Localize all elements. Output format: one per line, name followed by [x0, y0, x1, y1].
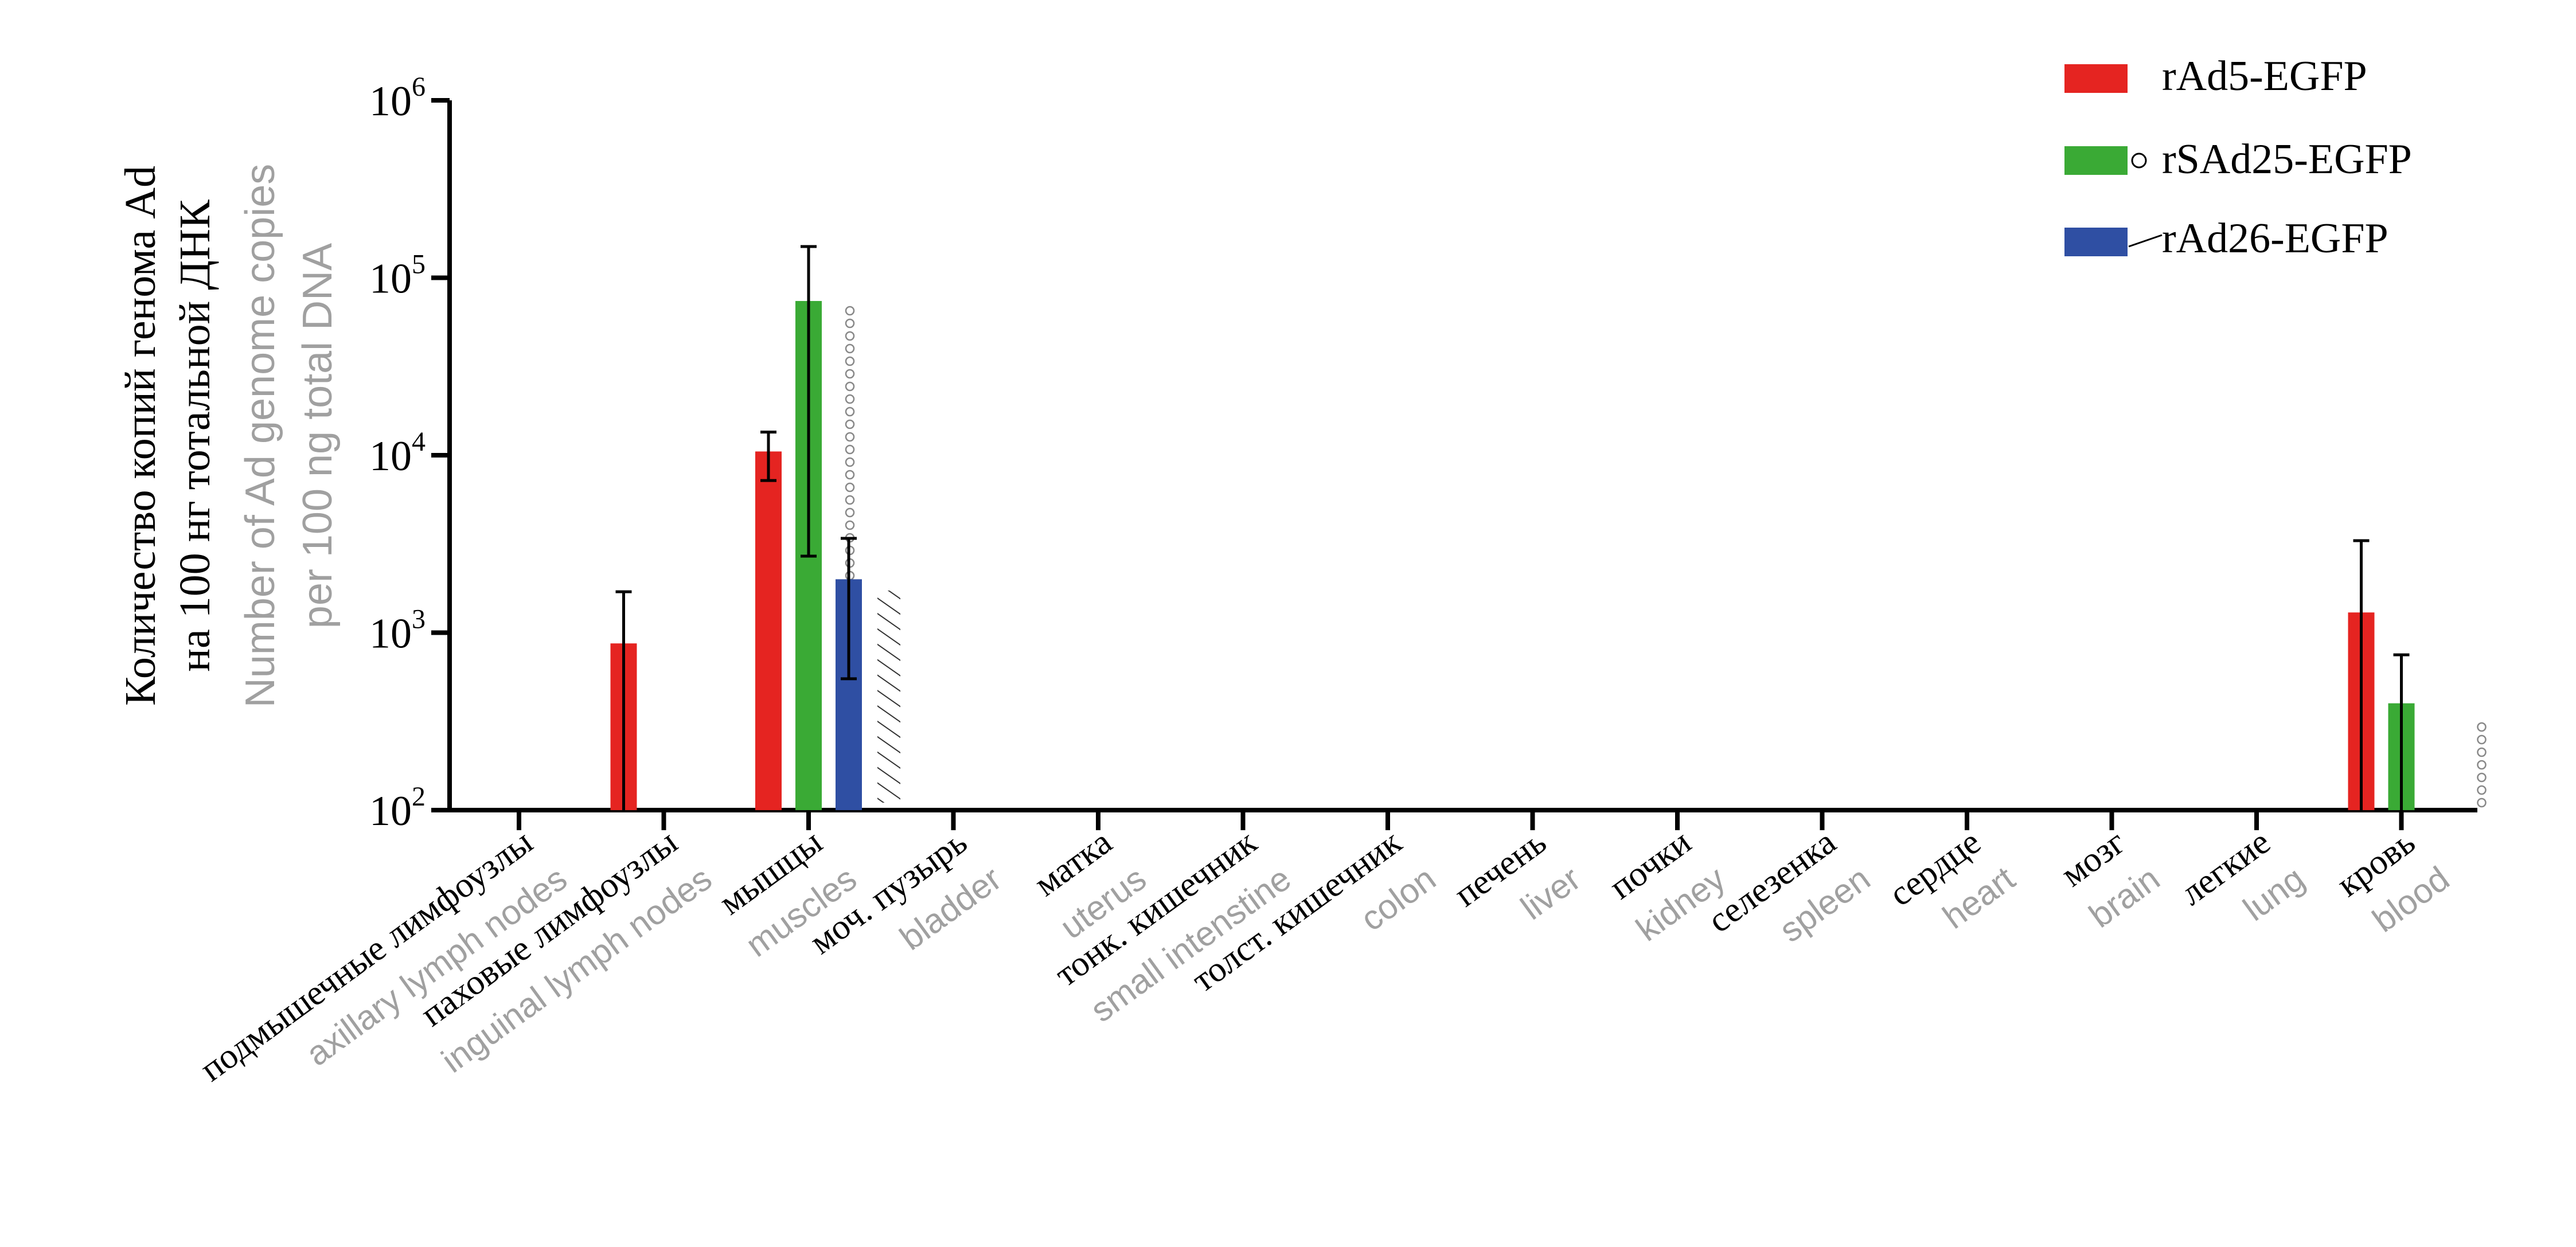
data-point-circle — [2477, 734, 2487, 745]
legend-swatch-rad26 — [2064, 228, 2128, 256]
data-point-circle — [845, 318, 855, 329]
data-point-markers — [845, 306, 2487, 808]
y-tick-label: 103 — [369, 604, 426, 658]
data-point-circle — [845, 356, 855, 366]
data-point-circle — [845, 520, 855, 530]
legend-swatch-rsad25 — [2064, 146, 2128, 175]
y-axis-label: Количество копий генома Ad на 100 нг тот… — [116, 164, 341, 708]
data-point-circle — [845, 432, 855, 442]
y-tick-exponent: 2 — [412, 781, 426, 812]
data-point-circle — [2477, 798, 2487, 808]
data-point-circle — [845, 482, 855, 492]
legend-label-rad5: rAd5-EGFP — [2162, 53, 2367, 100]
data-point-circle — [845, 331, 855, 341]
y-tick-base: 10 — [369, 256, 412, 303]
y-tick-label: 105 — [369, 249, 426, 303]
y-tick-exponent: 3 — [412, 604, 426, 635]
data-point-circle — [845, 495, 855, 505]
data-point-circle — [845, 444, 855, 455]
y-label-ru-line2: на 100 нг тотальной ДНК — [171, 200, 219, 672]
y-tick-label: 102 — [369, 781, 426, 835]
x-ticks — [517, 810, 2404, 830]
y-label-ru-line1: Количество копий генома Ad — [116, 166, 165, 706]
data-point-circle — [845, 406, 855, 417]
y-tick-exponent: 4 — [412, 427, 426, 457]
data-point-circle — [2477, 760, 2487, 770]
data-point-circle — [845, 381, 855, 392]
legend-label-rad26: rAd26-EGFP — [2162, 215, 2388, 262]
y-tick-exponent: 5 — [412, 249, 426, 280]
y-tick-base: 10 — [369, 433, 412, 480]
y-tick-base: 10 — [369, 611, 412, 658]
error-bars — [615, 245, 2410, 810]
legend-marker-circle — [2131, 153, 2147, 169]
data-point-circle — [845, 419, 855, 429]
data-point-circle — [2477, 747, 2487, 757]
legend-marker-line — [2128, 234, 2163, 248]
data-point-circle — [845, 369, 855, 379]
y-tick-base: 10 — [369, 78, 412, 125]
data-point-circle — [845, 470, 855, 480]
y-tick-label: 106 — [369, 72, 426, 125]
y-label-en-line1: Number of Ad genome copies — [237, 164, 283, 708]
data-point-circle — [845, 306, 855, 316]
bar — [755, 451, 782, 810]
data-point-circle — [845, 457, 855, 467]
y-tick-label: 104 — [369, 427, 426, 480]
legend: rAd5-EGFP rSAd25-EGFP rAd26-EGFP — [2064, 53, 2412, 262]
data-point-circle — [845, 507, 855, 518]
hatch-marker — [877, 591, 900, 803]
data-point-circle — [2477, 722, 2487, 732]
y-tick-exponent: 6 — [412, 72, 426, 102]
data-point-circle — [845, 343, 855, 354]
legend-swatch-rad5 — [2064, 64, 2128, 93]
data-point-circle — [2477, 785, 2487, 795]
data-point-circle — [845, 394, 855, 404]
legend-label-rsad25: rSAd25-EGFP — [2162, 136, 2412, 183]
y-tick-base: 10 — [369, 788, 412, 835]
axes — [447, 100, 2477, 812]
y-label-en-line2: per 100 ng total DNA — [295, 243, 341, 628]
data-point-circle — [2477, 772, 2487, 783]
